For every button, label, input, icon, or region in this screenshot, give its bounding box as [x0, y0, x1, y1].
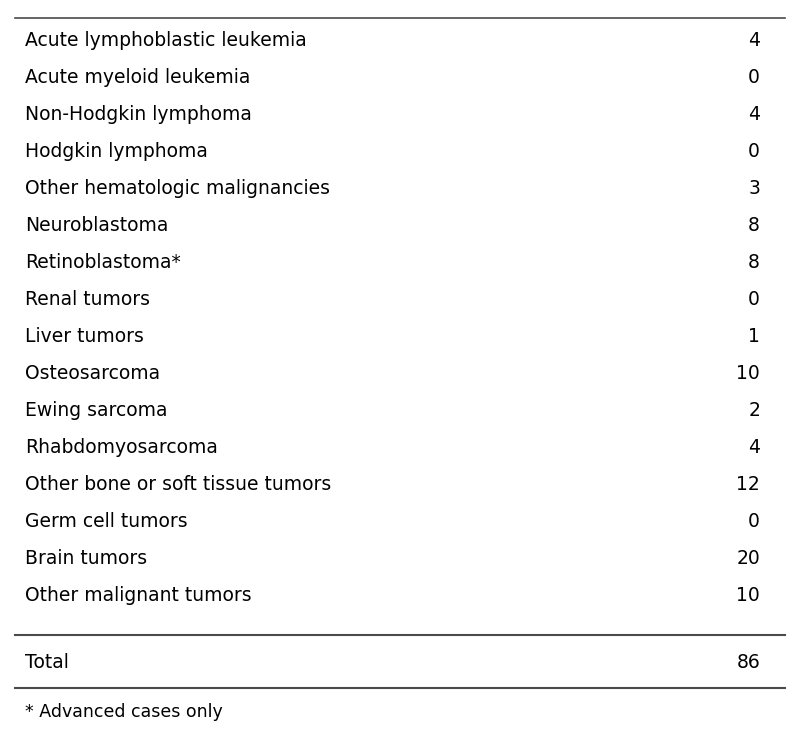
Text: Acute lymphoblastic leukemia: Acute lymphoblastic leukemia [25, 31, 306, 50]
Text: 8: 8 [748, 253, 760, 272]
Text: Germ cell tumors: Germ cell tumors [25, 512, 188, 531]
Text: 4: 4 [748, 31, 760, 50]
Text: 4: 4 [748, 105, 760, 124]
Text: * Advanced cases only: * Advanced cases only [25, 703, 222, 721]
Text: Other bone or soft tissue tumors: Other bone or soft tissue tumors [25, 475, 331, 494]
Text: Ewing sarcoma: Ewing sarcoma [25, 401, 167, 420]
Text: Non-Hodgkin lymphoma: Non-Hodgkin lymphoma [25, 105, 252, 124]
Text: Rhabdomyosarcoma: Rhabdomyosarcoma [25, 438, 218, 457]
Text: Osteosarcoma: Osteosarcoma [25, 364, 160, 383]
Text: 10: 10 [736, 364, 760, 383]
Text: 0: 0 [748, 142, 760, 161]
Text: 20: 20 [736, 549, 760, 568]
Text: Acute myeloid leukemia: Acute myeloid leukemia [25, 68, 250, 87]
Text: Renal tumors: Renal tumors [25, 290, 150, 309]
Text: 86: 86 [736, 653, 760, 672]
Text: Neuroblastoma: Neuroblastoma [25, 216, 168, 235]
Text: Retinoblastoma*: Retinoblastoma* [25, 253, 181, 272]
Text: Other malignant tumors: Other malignant tumors [25, 586, 252, 605]
Text: Brain tumors: Brain tumors [25, 549, 147, 568]
Text: Other hematologic malignancies: Other hematologic malignancies [25, 179, 330, 198]
Text: 8: 8 [748, 216, 760, 235]
Text: 4: 4 [748, 438, 760, 457]
Text: Hodgkin lymphoma: Hodgkin lymphoma [25, 142, 208, 161]
Text: Total: Total [25, 653, 69, 672]
Text: 2: 2 [748, 401, 760, 420]
Text: 3: 3 [748, 179, 760, 198]
Text: Liver tumors: Liver tumors [25, 327, 144, 346]
Text: 0: 0 [748, 512, 760, 531]
Text: 10: 10 [736, 586, 760, 605]
Text: 1: 1 [748, 327, 760, 346]
Text: 0: 0 [748, 290, 760, 309]
Text: 12: 12 [736, 475, 760, 494]
Text: 0: 0 [748, 68, 760, 87]
